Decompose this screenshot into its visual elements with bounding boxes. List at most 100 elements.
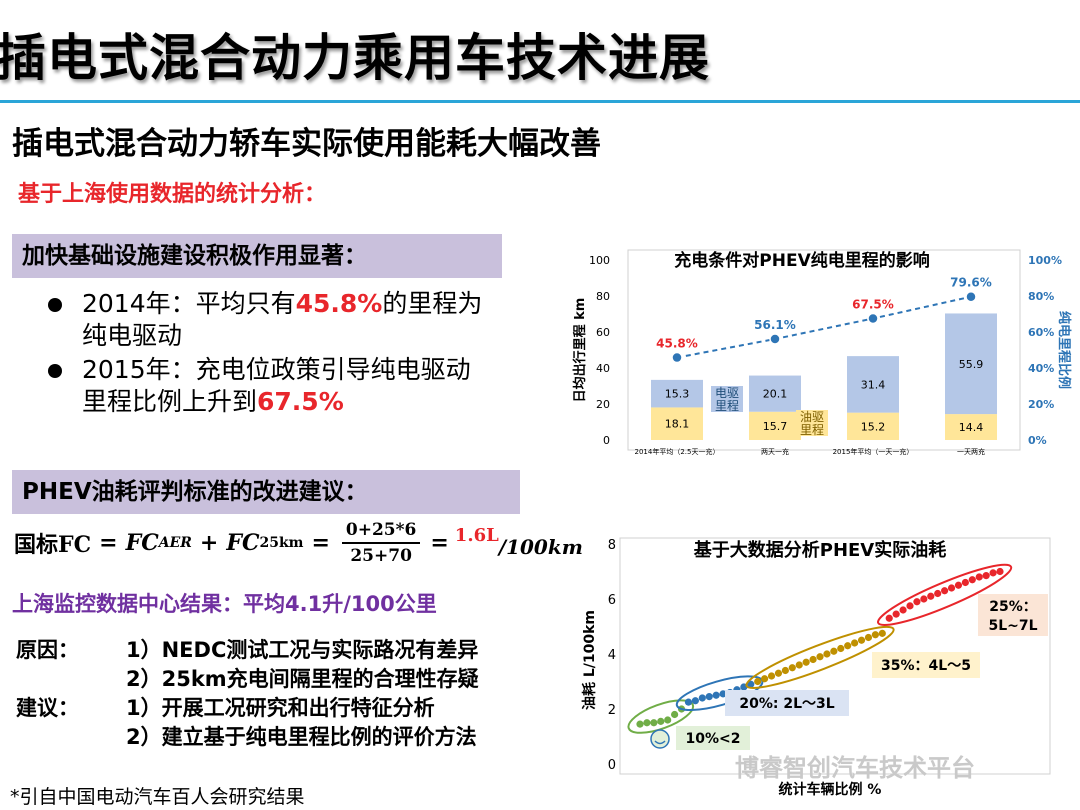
scatter-point — [989, 569, 997, 577]
scatter-point — [941, 587, 949, 595]
legend-label: 里程 — [715, 398, 739, 413]
formula-plus: + — [199, 530, 219, 556]
bullet-text: 2015年：充电位政策引导纯电驱动里程比例上升到 — [82, 355, 471, 416]
scatter-point — [816, 653, 824, 661]
y-tick-label: 80 — [596, 290, 610, 303]
reasons-and-advice: 原因： 1）NEDC测试工况与实际路况有差异 2）25km充电间隔里程的合理性存疑… — [16, 636, 479, 752]
y-tick-label: 0 — [603, 434, 610, 447]
y2-tick-label: 60% — [1028, 326, 1054, 339]
range-chart: 充电条件对PHEV纯电里程的影响 日均出行里程 km 纯电里程比例 0 20 40 6… — [572, 249, 1072, 456]
bar-value-label: 14.4 — [959, 421, 984, 434]
formula-equals: = — [99, 530, 118, 556]
scatter-point — [947, 584, 956, 592]
bar-segment — [749, 411, 801, 440]
scatter-point — [851, 639, 859, 647]
scatter-point — [837, 644, 845, 653]
scatter-point — [892, 610, 900, 618]
bar-value-label: 31.4 — [861, 378, 886, 391]
scatter-point — [802, 658, 810, 666]
scatter-point — [885, 614, 893, 622]
chart-title: 充电条件对PHEV纯电里程的影响 — [674, 250, 929, 271]
formula-subscript: AER — [158, 535, 192, 551]
scatter-point — [781, 666, 789, 675]
scatter-point — [719, 690, 727, 698]
legend-swatch-elec — [711, 386, 743, 412]
bullet-dot-icon — [48, 298, 62, 312]
ratio-label: 45.8% — [656, 337, 698, 351]
scatter-point — [844, 642, 852, 650]
scatter-point — [643, 719, 651, 727]
scatter-point — [767, 672, 776, 680]
formula-term: FC — [125, 530, 159, 556]
scatter-point — [975, 573, 983, 581]
scatter-point — [920, 595, 928, 603]
group-label: 35%：4L～5 — [881, 658, 971, 674]
y-tick-label: 40 — [596, 362, 610, 375]
bar-segment — [651, 379, 703, 408]
bar-value-label: 55.9 — [959, 358, 984, 371]
y-tick-label: 20 — [596, 398, 610, 411]
y2-axis-label: 纯电里程比例 — [1056, 311, 1072, 389]
scatter-point — [761, 675, 769, 683]
watermark: 博睿智创汽车技术平台 — [735, 754, 975, 782]
bar-segment — [651, 407, 703, 440]
reasons-label: 原因： — [16, 638, 79, 662]
formula-equals: = — [311, 530, 330, 556]
bar-value-label: 18.1 — [665, 418, 690, 431]
group-label: 5L~7L — [988, 618, 1037, 634]
scatter-point — [934, 589, 942, 598]
scatter-point — [698, 694, 706, 702]
x-tick-label: 2015年平均（一天一充） — [833, 447, 914, 456]
shanghai-result: 上海监控数据中心结果：平均4.1升/100公里 — [12, 592, 437, 616]
bar-value-label: 15.7 — [763, 420, 788, 433]
scatter-point — [774, 669, 783, 677]
scatter-point — [664, 716, 672, 724]
y-tick-label: 8 — [608, 538, 616, 553]
bar-value-label: 15.3 — [665, 388, 690, 401]
scatter-point — [795, 661, 803, 669]
group-label-box — [872, 652, 980, 678]
x-axis-label: 统计车辆比例 % — [779, 781, 882, 798]
scatter-point — [961, 578, 969, 587]
ratio-line — [676, 295, 972, 359]
y-tick-label: 0 — [608, 758, 616, 773]
bullet-dot-icon — [48, 364, 62, 378]
section2-heading: PHEV油耗评判标准的改进建议： — [12, 470, 520, 514]
analysis-basis: 基于上海使用数据的统计分析： — [18, 182, 327, 207]
scatter-point — [927, 592, 935, 600]
legend-label: 油驱 — [800, 410, 824, 424]
group-ellipse — [627, 699, 695, 734]
formula-subscript: 25km — [259, 535, 304, 551]
formula-result: 1.6L — [454, 524, 499, 546]
bar-value-label: 15.2 — [861, 420, 886, 433]
scatter-point — [809, 655, 817, 664]
y-tick-label: 2 — [608, 703, 616, 718]
formula-term: FC — [226, 530, 260, 556]
legend-label: 电驱 — [715, 386, 739, 400]
bar-value-label: 20.1 — [763, 388, 788, 401]
bullet-text: 的里程为纯电驱动 — [82, 289, 483, 350]
y2-tick-label: 80% — [1028, 290, 1054, 303]
scatter-point — [913, 598, 921, 606]
ratio-label: 56.1% — [754, 318, 796, 332]
scatter-point — [823, 650, 831, 658]
y2-tick-label: 100% — [1028, 254, 1062, 267]
legend-swatch-fuel — [796, 410, 828, 436]
scatter-point — [982, 572, 990, 580]
section1-heading: 加快基础设施建设积极作用显著： — [12, 234, 502, 278]
ratio-point — [671, 351, 683, 364]
scatter-point — [788, 664, 796, 672]
scatter-point — [671, 710, 679, 719]
bar-segment — [945, 313, 997, 415]
scatter-point — [968, 576, 976, 584]
formula-unit: /100km — [498, 535, 583, 559]
ratio-label: 79.6% — [950, 276, 992, 290]
bar-segment — [847, 356, 899, 413]
scatter-point — [830, 647, 838, 655]
title-divider — [0, 100, 1080, 103]
scatter-point — [705, 693, 713, 701]
scatter-point — [878, 629, 886, 637]
scatter-point — [712, 691, 720, 699]
y2-tick-label: 20% — [1028, 398, 1054, 411]
y-tick-label: 60 — [596, 326, 610, 339]
